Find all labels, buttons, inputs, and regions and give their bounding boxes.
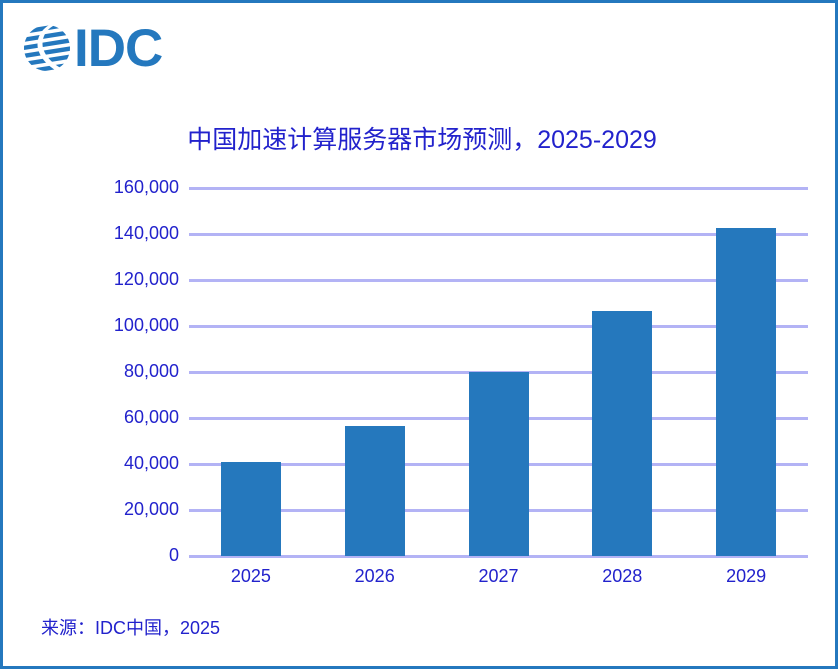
x-axis-tick-label: 2026 bbox=[354, 566, 395, 586]
y-axis-tick-label: 140,000 bbox=[113, 223, 179, 243]
bar bbox=[344, 426, 405, 556]
y-axis-tick-label: 60,000 bbox=[123, 407, 179, 427]
idc-globe-icon bbox=[24, 24, 70, 71]
idc-logo: IDC bbox=[21, 18, 163, 78]
gridline bbox=[189, 278, 808, 282]
bar bbox=[716, 228, 777, 556]
y-axis-tick-label: 120,000 bbox=[113, 269, 179, 289]
bar bbox=[468, 372, 529, 556]
chart-title: 中国加速计算服务器市场预测，2025-2029 bbox=[187, 126, 657, 154]
y-axis-tick-label: 80,000 bbox=[123, 361, 179, 381]
y-axis-tick-label: 0 bbox=[168, 545, 179, 565]
gridline bbox=[189, 324, 808, 328]
x-axis-tick-label: 2027 bbox=[478, 566, 519, 586]
gridline bbox=[189, 554, 808, 558]
gridline bbox=[189, 186, 808, 190]
plot-area bbox=[189, 186, 808, 558]
x-axis-tick-label: 2025 bbox=[230, 566, 271, 586]
idc-logo-text: IDC bbox=[74, 18, 163, 78]
x-axis-tick-label: 2029 bbox=[726, 566, 767, 586]
y-axis-tick-label: 20,000 bbox=[123, 499, 179, 519]
y-axis-tick-label: 100,000 bbox=[113, 315, 179, 335]
gridline bbox=[189, 232, 808, 236]
bar bbox=[592, 310, 653, 556]
bar bbox=[220, 461, 281, 556]
plot-wrapper: 0 20,000 40,000 60,000 80,000 100,000 120,000 1… bbox=[3, 3, 835, 666]
y-axis-tick-label: 160,000 bbox=[113, 177, 179, 197]
y-axis-tick-label: 40,000 bbox=[123, 453, 179, 473]
gridline bbox=[189, 370, 808, 374]
x-axis-tick-label: 2028 bbox=[602, 566, 643, 586]
source-note: 来源：IDC中国，2025 bbox=[41, 618, 221, 638]
